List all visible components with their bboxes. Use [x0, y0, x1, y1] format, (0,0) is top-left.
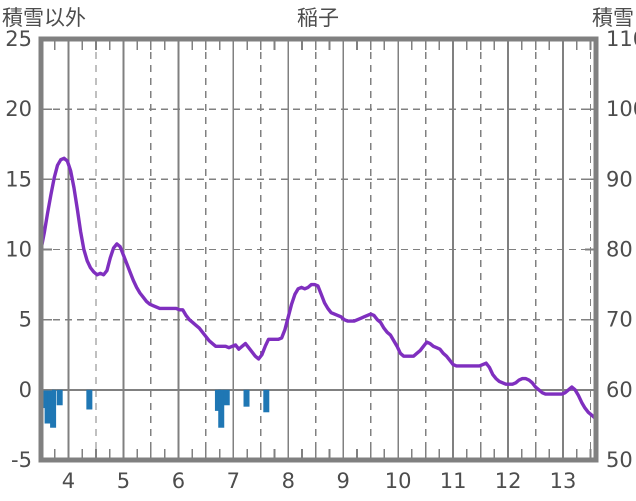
- x-axis-tick-label: 10: [385, 469, 412, 493]
- x-axis-tick-label: 9: [337, 469, 350, 493]
- x-axis-tick-label: 4: [62, 469, 75, 493]
- left-axis-tick-label: 15: [5, 167, 32, 191]
- chart-title: 稲子: [297, 6, 339, 30]
- bar-snow-depth: [41, 389, 48, 409]
- x-axis-tick-label: 13: [550, 469, 577, 493]
- bar-snow-depth: [223, 389, 230, 406]
- bar-snow-depth: [44, 389, 51, 424]
- x-axis-tick-label: 7: [227, 469, 240, 493]
- right-axis-tick-label: 90: [606, 167, 633, 191]
- plot-frame: [38, 36, 599, 463]
- left-axis-tick-label: 25: [5, 27, 32, 51]
- right-axis-title: 積雪: [592, 6, 634, 30]
- right-axis-tick-label: 50: [606, 448, 633, 472]
- left-axis-tick-label: -5: [11, 448, 32, 472]
- right-axis-tick-label: 80: [606, 238, 633, 262]
- right-axis-tick-label: 70: [606, 308, 633, 332]
- left-axis-tick-label: 20: [5, 97, 32, 121]
- bar-snow-depth: [50, 389, 57, 428]
- right-axis-tick-label: 60: [606, 378, 633, 402]
- left-axis-tick-label: 0: [19, 378, 32, 402]
- x-axis-tick-label: 11: [440, 469, 467, 493]
- bar-snow-depth: [214, 389, 221, 411]
- left-axis-title: 積雪以外: [2, 6, 86, 30]
- line-series-non-snow: [39, 156, 597, 420]
- x-axis-tick-label: 8: [282, 469, 295, 493]
- bar-snow-depth: [56, 389, 63, 406]
- bar-snow-depth: [86, 389, 93, 410]
- left-axis-tick-label: 5: [19, 308, 32, 332]
- x-axis-tick-label: 5: [117, 469, 130, 493]
- x-axis-tick-label: 6: [172, 469, 185, 493]
- right-axis-tick-label: 110: [606, 27, 636, 51]
- x-axis-tick-label: 12: [495, 469, 522, 493]
- left-axis-tick-label: 10: [5, 238, 32, 262]
- bar-snow-depth: [263, 389, 270, 413]
- bar-snow-depth: [243, 389, 250, 407]
- right-axis-tick-label: 100: [606, 97, 636, 121]
- bar-snow-depth: [218, 389, 225, 428]
